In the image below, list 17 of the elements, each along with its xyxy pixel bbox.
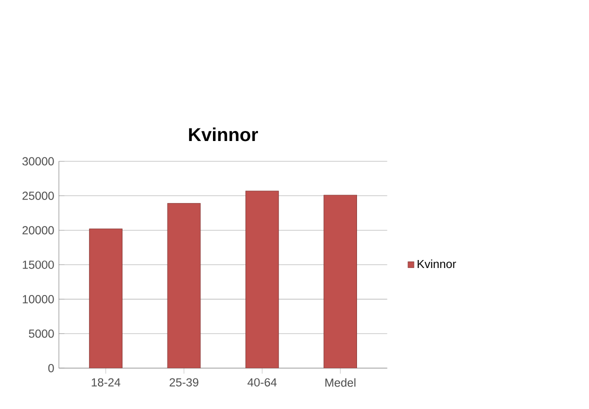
- y-tick-label: 10000: [22, 295, 54, 304]
- y-tick-label: 0: [48, 364, 54, 372]
- y-tick-label: 30000: [22, 157, 54, 166]
- x-tick-label: 25-39: [170, 378, 198, 387]
- y-tick-label: 25000: [22, 192, 54, 200]
- y-tick-label: 20000: [22, 226, 54, 235]
- bar: [89, 228, 122, 368]
- bar: [324, 195, 357, 368]
- x-tick-label: 40-64: [248, 378, 277, 387]
- y-tick-label: 15000: [22, 260, 54, 270]
- legend-label: Kvinnor: [418, 260, 456, 268]
- bar: [167, 203, 201, 368]
- chart-title: Kvinnor: [189, 128, 258, 142]
- y-tick-label: 5000: [28, 330, 54, 338]
- bar: [245, 190, 279, 368]
- x-tick-label: Medel: [325, 378, 356, 387]
- x-tick-label: 18-24: [92, 378, 120, 387]
